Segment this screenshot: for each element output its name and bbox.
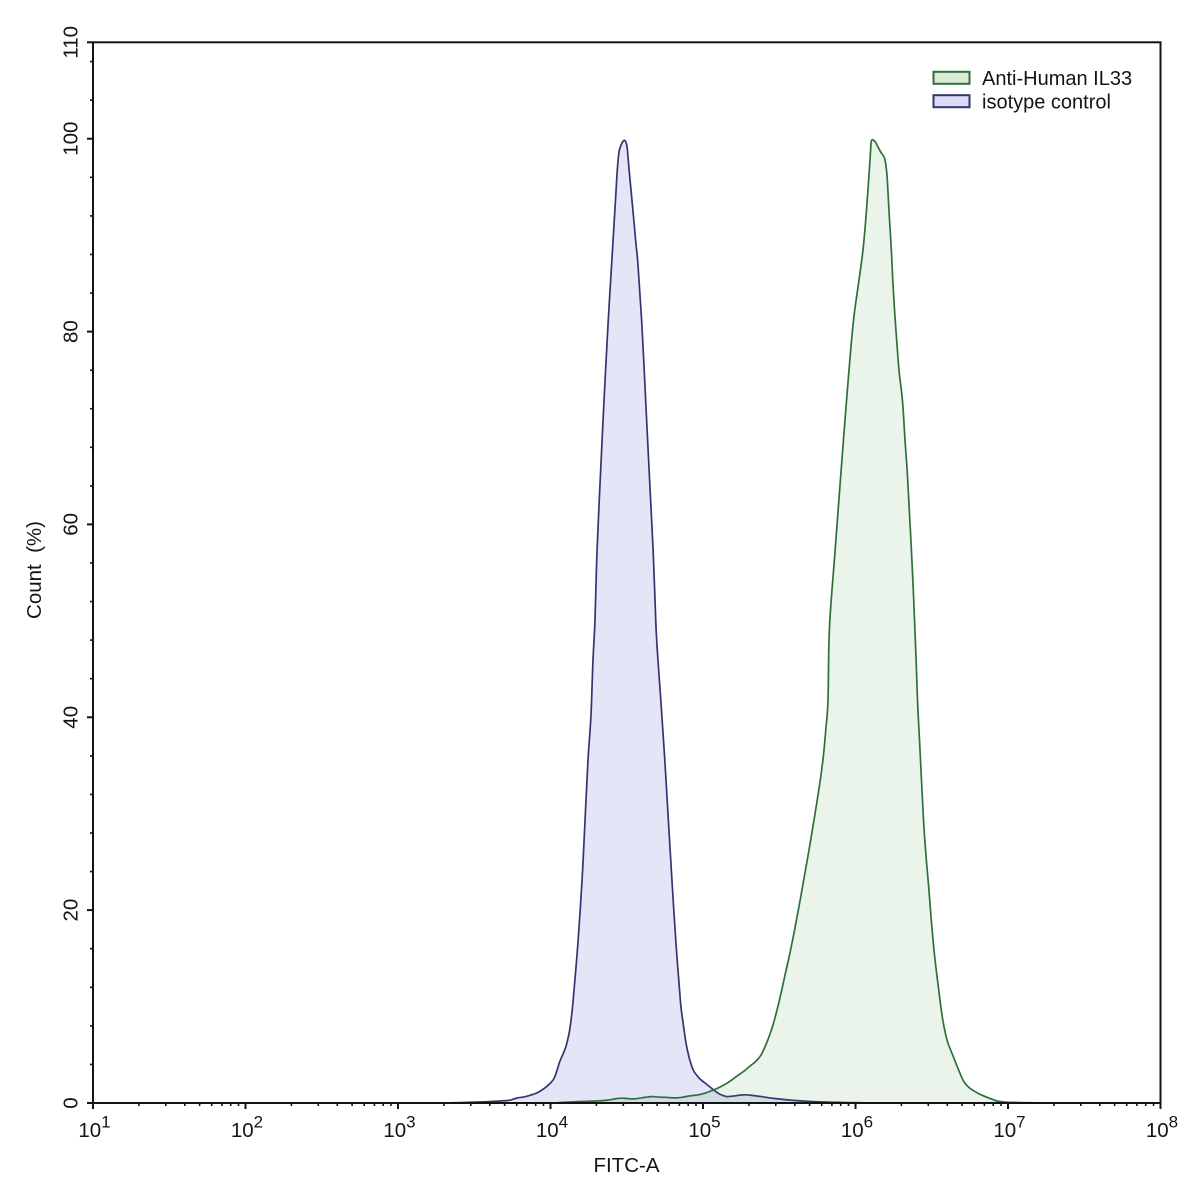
svg-text:isotype control: isotype control (982, 91, 1111, 113)
svg-text:110: 110 (60, 26, 83, 59)
svg-text:Count (%): Count (%) (23, 521, 46, 619)
svg-text:Anti-Human IL33: Anti-Human IL33 (982, 68, 1132, 90)
svg-text:0: 0 (60, 1097, 83, 1108)
svg-text:60: 60 (60, 513, 83, 536)
svg-text:100: 100 (60, 122, 83, 156)
svg-text:FITC-A: FITC-A (593, 1154, 659, 1177)
svg-text:80: 80 (60, 320, 83, 343)
svg-text:40: 40 (60, 706, 83, 729)
svg-text:20: 20 (60, 899, 83, 922)
